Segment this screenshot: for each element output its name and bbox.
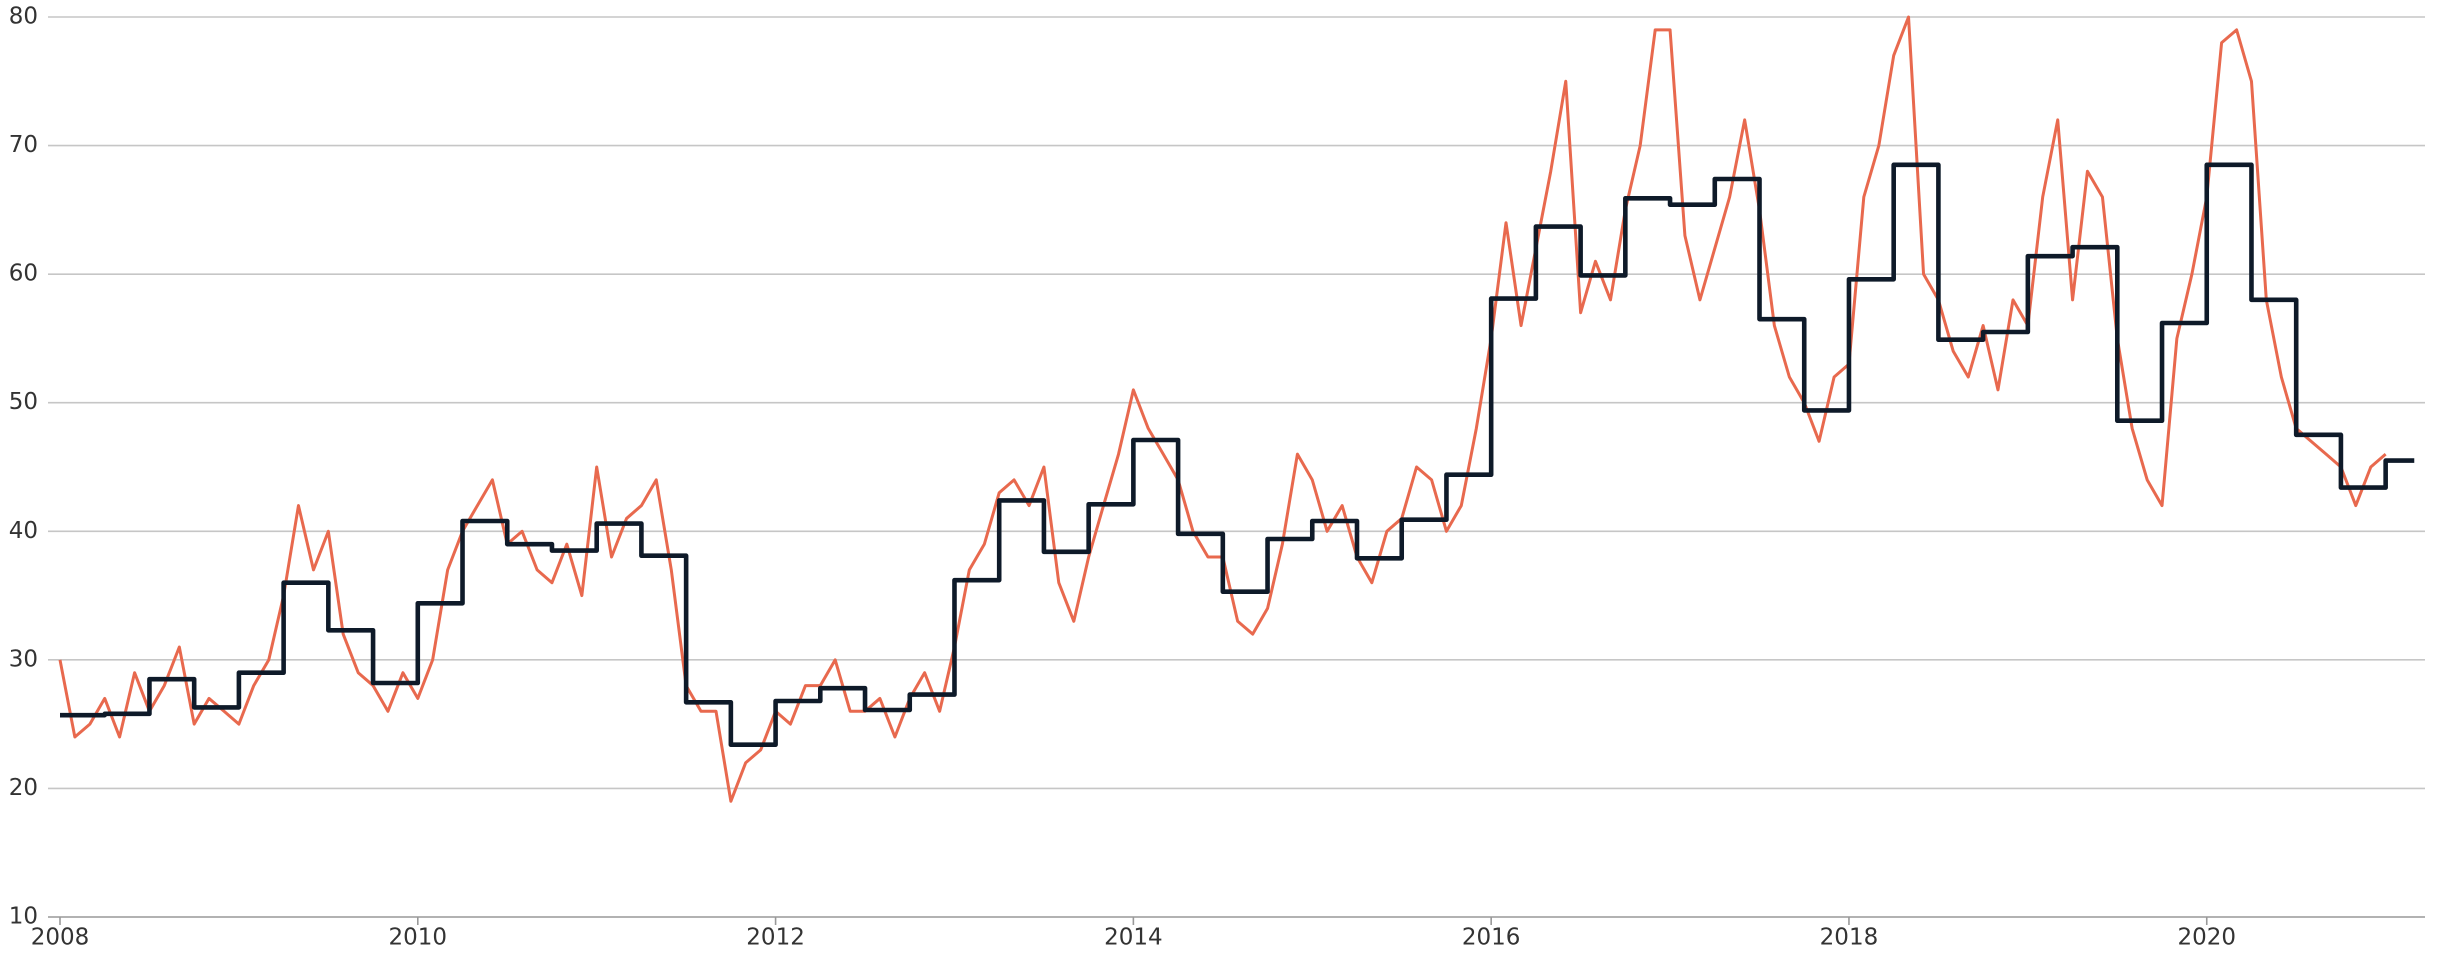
y-tick-label: 70 xyxy=(9,132,38,158)
x-tick-label: 2010 xyxy=(389,925,448,951)
y-tick-label: 40 xyxy=(9,518,38,544)
y-tick-label: 80 xyxy=(9,4,38,30)
y-tick-label: 60 xyxy=(9,261,38,287)
x-tick-label: 2016 xyxy=(1462,925,1521,951)
y-tick-label: 20 xyxy=(9,775,38,801)
step-line xyxy=(60,162,2415,748)
x-tick-label: 2014 xyxy=(1104,925,1163,951)
x-tick-label: 2018 xyxy=(1820,925,1879,951)
y-tick-label: 10 xyxy=(9,904,38,930)
x-tick-label: 2012 xyxy=(746,925,805,951)
y-tick-label: 50 xyxy=(9,389,38,415)
x-tick-label: 2020 xyxy=(2177,925,2236,951)
y-tick-label: 30 xyxy=(9,646,38,672)
x-tick-label: 2008 xyxy=(31,925,90,951)
